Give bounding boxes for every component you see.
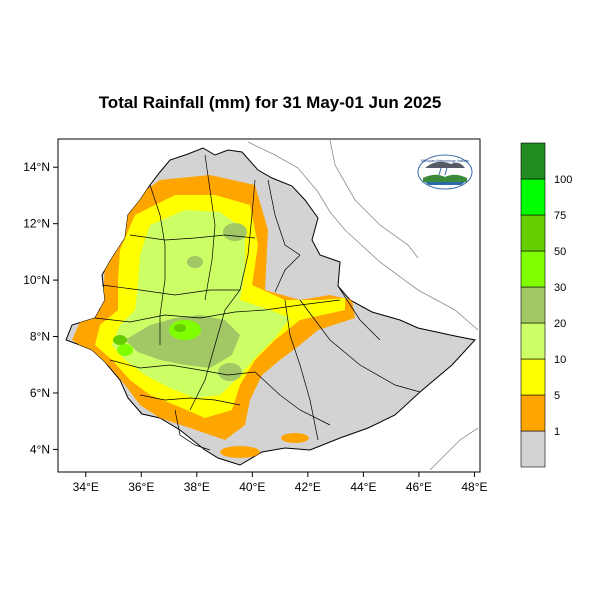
x-tick-label: 38°E: [184, 480, 210, 494]
legend-swatch: [520, 358, 546, 396]
y-tick-label: 12°N: [23, 217, 50, 231]
x-tick-label: 36°E: [128, 480, 154, 494]
y-tick-label: 14°N: [23, 160, 50, 174]
x-tick-label: 44°E: [350, 480, 376, 494]
legend-swatch: [520, 214, 546, 252]
y-tick-label: 6°N: [30, 386, 50, 400]
y-tick-label: 8°N: [30, 330, 50, 344]
x-axis: 34°E 36°E 38°E 40°E 42°E 44°E 46°E 48°E: [73, 472, 488, 494]
legend-label: 1: [554, 426, 560, 438]
y-tick-label: 10°N: [23, 273, 50, 287]
rainfall-shading: [72, 175, 355, 458]
legend-swatch: [520, 286, 546, 324]
legend-swatch: [520, 322, 546, 360]
x-tick-label: 42°E: [295, 480, 321, 494]
y-axis: 4°N 6°N 8°N 10°N 12°N 14°N: [23, 160, 58, 456]
legend: 1 5 10 20 30 50 75 100: [520, 142, 572, 468]
legend-label: 10: [554, 354, 566, 366]
legend-swatch: [520, 394, 546, 432]
rain-20-30mm: [125, 223, 247, 381]
x-tick-label: 48°E: [461, 480, 487, 494]
neighbour-boundaries: [247, 139, 479, 471]
svg-text:Ethiopian Meteorology Institut: Ethiopian Meteorology Institute: [421, 159, 469, 163]
x-tick-label: 40°E: [239, 480, 265, 494]
legend-swatch: [520, 430, 546, 468]
admin-boundaries: [94, 154, 421, 451]
x-tick-label: 34°E: [73, 480, 99, 494]
legend-swatch: [520, 178, 546, 216]
legend-label: 5: [554, 390, 560, 402]
y-tick-label: 4°N: [30, 442, 50, 456]
legend-label: 75: [554, 210, 566, 222]
legend-swatch: [520, 142, 546, 180]
x-tick-label: 46°E: [406, 480, 432, 494]
ethiopia-meteorology-logo: Ethiopian Meteorology Institute: [417, 154, 473, 190]
legend-label: 30: [554, 282, 566, 294]
legend-label: 20: [554, 318, 566, 330]
map-title: Total Rainfall (mm) for 31 May-01 Jun 20…: [98, 93, 442, 112]
legend-swatch: [520, 250, 546, 288]
rain-50-75mm: [113, 324, 186, 345]
plot-frame: [57, 138, 481, 473]
legend-label: 50: [554, 246, 566, 258]
legend-label: 100: [554, 174, 572, 186]
